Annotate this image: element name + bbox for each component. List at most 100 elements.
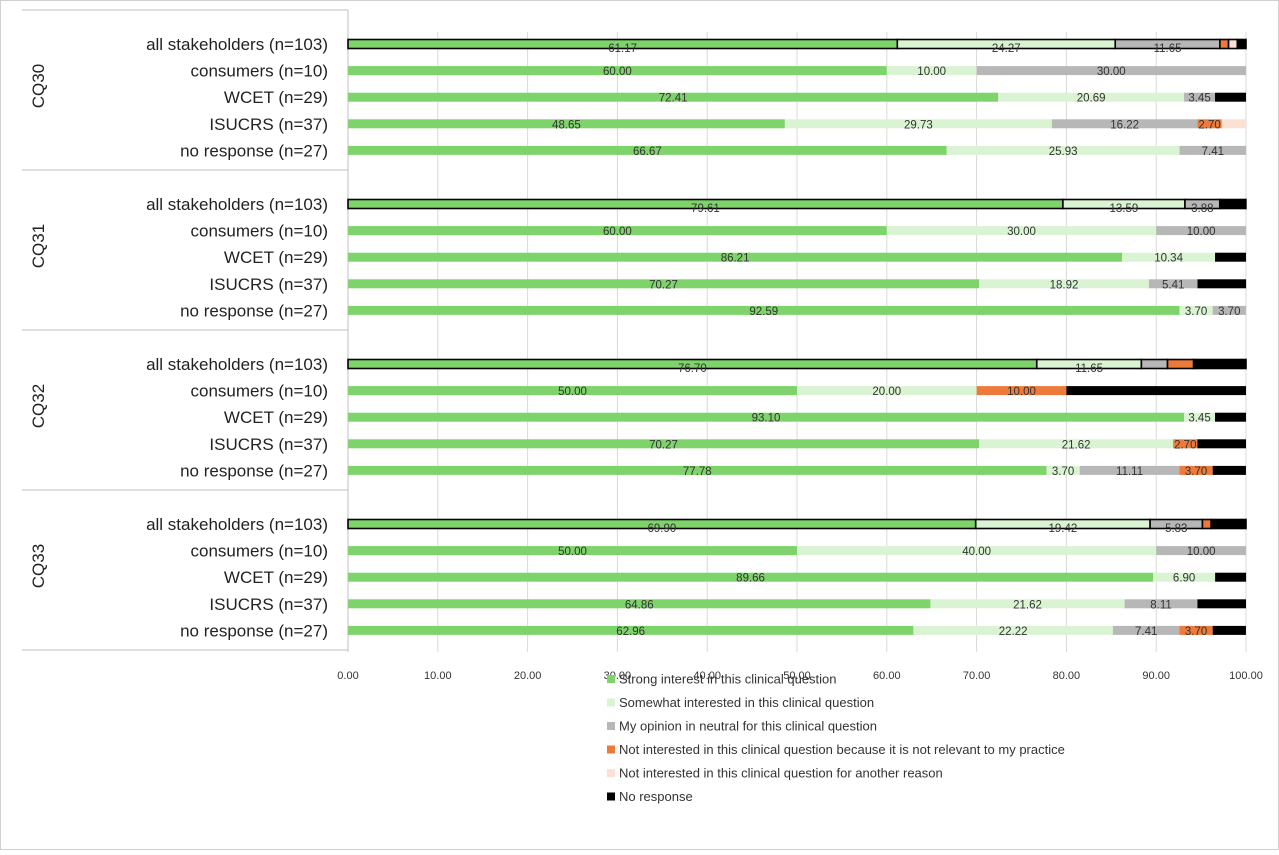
bar-segment-not-relevant [1201, 518, 1212, 530]
data-label: 2.70 [1198, 119, 1220, 131]
bar-segment-neutral [1051, 119, 1198, 129]
legend-label: Not interested in this clinical question… [619, 742, 1065, 757]
bar-segment-somewhat [784, 119, 1052, 129]
data-label: 3.70 [1185, 306, 1207, 318]
bar-segment-strong [348, 625, 914, 635]
data-label: 10.34 [1154, 253, 1183, 265]
bar-segment-strong [348, 412, 1185, 422]
data-label: 10.00 [1187, 546, 1216, 558]
data-label: 3.88 [1191, 203, 1213, 215]
legend-swatch [607, 675, 615, 683]
bar-segment-somewhat [886, 66, 977, 76]
data-label: 5.41 [1162, 279, 1184, 291]
group-label: CQ31 [29, 224, 48, 268]
legend-label: My opinion in neutral for this clinical … [619, 719, 877, 734]
bar-segment-not-relevant [1173, 439, 1198, 449]
data-label: 72.41 [659, 93, 688, 105]
legend-swatch [607, 769, 615, 777]
data-label: 86.21 [721, 253, 750, 265]
data-label: 6.90 [1173, 573, 1195, 585]
category-label: no response (n=27) [180, 301, 328, 320]
bar-segment-somewhat [1122, 252, 1216, 262]
data-label: 19.42 [1049, 523, 1078, 535]
data-label: 18.92 [1050, 279, 1079, 291]
x-tick-label: 60.00 [873, 670, 901, 682]
legend-swatch [607, 792, 615, 801]
data-label: 66.67 [633, 146, 662, 158]
bar-segment-strong [348, 439, 980, 449]
bar-segment-somewhat [946, 145, 1180, 155]
data-label: 10.00 [917, 66, 946, 78]
data-label: 30.00 [1007, 226, 1036, 238]
data-label: 10.00 [1007, 386, 1036, 398]
bar-segment-no-response [1066, 386, 1246, 396]
data-label: 16.22 [1110, 119, 1139, 131]
data-label: 70.27 [649, 439, 678, 451]
data-label: 64.86 [625, 599, 654, 611]
data-label: 11.11 [1116, 466, 1143, 478]
bar-segment-other-reason [1227, 38, 1239, 50]
legend-label: Strong interest in this clinical questio… [619, 672, 837, 687]
legend-label: Not interested in this clinical question… [619, 766, 943, 781]
bar-segment-no-response [1215, 252, 1246, 262]
bar-segment-neutral [1184, 92, 1216, 102]
data-label: 61.17 [608, 43, 637, 55]
bar-segment-no-response [1197, 439, 1246, 449]
category-label: WCET (n=29) [224, 408, 328, 427]
bar-segment-no-response [1197, 279, 1247, 289]
category-label: ISUCRS (n=37) [209, 115, 328, 134]
data-label: 3.70 [1052, 466, 1074, 478]
x-tick-label: 0.00 [337, 670, 358, 682]
legend-swatch [607, 745, 615, 754]
data-label: 24.27 [992, 43, 1021, 55]
data-label: 60.00 [603, 66, 632, 78]
category-label: no response (n=27) [180, 141, 328, 160]
category-label: consumers (n=10) [191, 62, 328, 81]
category-label: consumers (n=10) [191, 382, 328, 401]
data-label: 10.00 [1187, 226, 1216, 238]
x-tick-label: 100.00 [1229, 670, 1263, 682]
bar-segment-somewhat [797, 546, 1157, 556]
bar-segment-somewhat [930, 599, 1125, 609]
group-label: CQ32 [29, 384, 48, 428]
data-label: 3.45 [1188, 413, 1210, 425]
data-label: 8.11 [1150, 599, 1172, 611]
category-label: ISUCRS (n=37) [209, 275, 328, 294]
data-label: 77.78 [683, 466, 712, 478]
bar-segment-no-response [1197, 599, 1246, 609]
bar-segment-no-response [1212, 465, 1246, 475]
bar-segment-no-response [1212, 625, 1246, 635]
legend-swatch [607, 722, 615, 730]
category-label: all stakeholders (n=103) [146, 35, 328, 54]
category-label: all stakeholders (n=103) [146, 355, 328, 374]
legend-label: Somewhat interested in this clinical que… [619, 695, 874, 710]
bar-segment-strong [348, 546, 797, 556]
labels-layer: 61.17 24.27 11.65 60.00 10.00 30.00 72.41 20.69… [552, 43, 1240, 638]
bar-segment-not-relevant [976, 386, 1067, 396]
data-label: 20.00 [872, 386, 901, 398]
category-label: no response (n=27) [180, 621, 328, 640]
bar-segment-neutral [1124, 599, 1198, 609]
data-label: 3.70 [1218, 306, 1240, 318]
data-label: 79.61 [691, 203, 720, 215]
bar-segment-neutral [976, 66, 1246, 76]
data-label: 21.62 [1013, 599, 1042, 611]
x-tick-label: 70.00 [963, 670, 991, 682]
bar-segment-strong [348, 279, 980, 289]
data-label: 76.70 [678, 363, 707, 375]
x-tick-label: 20.00 [514, 670, 542, 682]
bar-segment-strong [348, 465, 1047, 475]
bar-segment-somewhat [979, 439, 1174, 449]
data-label: 25.93 [1049, 146, 1078, 158]
data-label: 21.62 [1062, 439, 1091, 451]
data-label: 93.10 [752, 413, 781, 425]
bar-segment-strong [348, 572, 1154, 582]
category-label: WCET (n=29) [224, 248, 328, 267]
bar-segment-not-relevant [1179, 625, 1213, 635]
group-label: CQ33 [29, 544, 48, 588]
data-label: 48.65 [552, 119, 581, 131]
bar-segment-somewhat [797, 386, 977, 396]
